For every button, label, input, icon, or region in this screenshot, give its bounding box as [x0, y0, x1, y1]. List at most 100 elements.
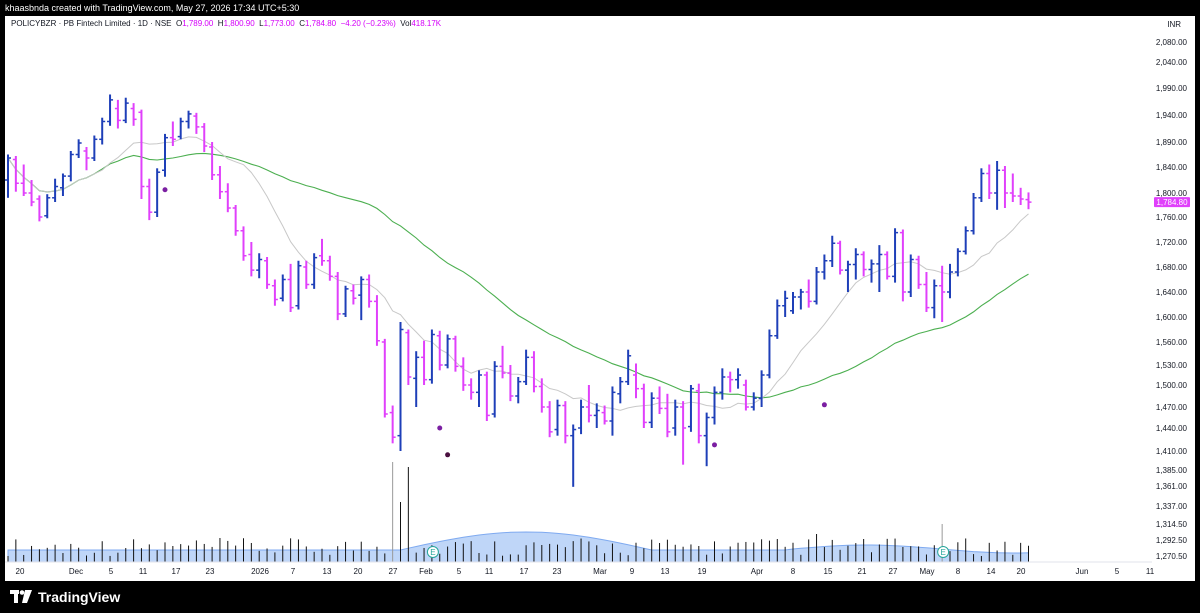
ohlc-bar: [954, 248, 961, 277]
x-tick-label: 13: [323, 567, 332, 576]
tradingview-logo-icon: [10, 590, 32, 606]
ohlc-bar: [264, 257, 271, 289]
x-tick-label: 13: [661, 567, 670, 576]
ohlc-bar: [311, 253, 318, 289]
ohlc-bar: [468, 378, 475, 400]
ohlc-bar: [185, 110, 192, 129]
ohlc-bar: [28, 180, 35, 207]
ohlc-bar: [295, 260, 302, 310]
y-tick-label: 1,720.00: [1156, 238, 1188, 247]
ohlc-bar: [640, 383, 647, 428]
tradingview-brand[interactable]: TradingView: [10, 589, 120, 606]
y-tick-label: 1,292.50: [1156, 536, 1188, 545]
open-value: 1,789.00: [182, 19, 214, 28]
x-tick-label: May: [919, 567, 934, 576]
y-tick-label: 1,440.00: [1156, 424, 1188, 433]
y-tick-label: 1,560.00: [1156, 338, 1188, 347]
ohlc-bar: [766, 329, 773, 379]
x-tick-label: 21: [858, 567, 867, 576]
ohlc-bar: [656, 386, 663, 414]
ohlc-bar: [460, 357, 467, 391]
ohlc-bar: [114, 99, 121, 129]
ohlc-bar: [334, 272, 341, 321]
symbol-name: POLICYBZR · PB Fintech Limited · 1D · NS…: [11, 19, 172, 28]
ohlc-bar: [476, 370, 482, 407]
ohlc-bar: [735, 368, 742, 389]
earnings-marker-label: E: [940, 548, 945, 557]
ohlc-bar: [939, 265, 946, 322]
y-tick-label: 1,760.00: [1156, 213, 1188, 222]
ohlc-bar: [342, 285, 349, 317]
low-label: L: [259, 19, 264, 28]
volume-label: Vol: [400, 19, 412, 28]
ohlc-bar: [1001, 166, 1008, 208]
brand-name: TradingView: [38, 589, 121, 605]
x-tick-label: 17: [172, 567, 181, 576]
chart-panel[interactable]: E E 2,080.00 2,040.00 1,990.00 1,940.00 1,890.…: [5, 16, 1195, 581]
ohlc-bar: [59, 173, 66, 196]
ohlc-bar: [91, 135, 98, 161]
y-tick-label: 1,990.00: [1156, 84, 1188, 93]
ohlc-bar: [83, 147, 90, 171]
x-tick-label: 15: [824, 567, 833, 576]
ohlc-bar: [232, 205, 239, 236]
earnings-marker: E: [426, 546, 439, 558]
ohlc-bar: [844, 260, 851, 292]
attribution-bar: khaasbnda created with TradingView.com, …: [0, 0, 1200, 16]
ohlc-bar: [680, 401, 687, 465]
ohlc-bar: [240, 226, 247, 261]
ohlc-bar: [499, 345, 506, 379]
price-chart[interactable]: E E 2,080.00 2,040.00 1,990.00 1,940.00 1,890.…: [5, 16, 1195, 581]
x-tick-label: 5: [457, 567, 462, 576]
ohlc-bar: [892, 228, 899, 283]
ohlc-bar: [138, 109, 145, 199]
x-tick-label: 20: [354, 567, 363, 576]
ohlc-bar: [397, 322, 404, 451]
signal-dot: [162, 187, 168, 193]
ohlc-bar: [727, 371, 734, 393]
ohlc-bar: [1017, 187, 1024, 205]
ohlc-bar: [12, 156, 19, 192]
ohlc-bar: [381, 338, 388, 418]
ohlc-bar: [107, 94, 114, 126]
ohlc-bar: [1009, 173, 1016, 202]
ohlc-bar: [515, 377, 522, 404]
ohlc-bar: [860, 251, 867, 277]
ohlc-bar: [256, 253, 263, 279]
x-tick-label: 19: [698, 567, 707, 576]
currency-label[interactable]: INR: [1167, 20, 1181, 29]
ohlc-bar: [421, 340, 428, 385]
signal-dot: [437, 425, 443, 431]
x-tick-label: 9: [630, 567, 635, 576]
ohlc-bar: [177, 117, 184, 140]
y-tick-label: 1,680.00: [1156, 263, 1188, 272]
ohlc-bar: [36, 195, 43, 222]
ohlc-bar: [554, 399, 561, 436]
ohlc-bar: [224, 183, 231, 213]
ohlc-bar: [201, 123, 208, 152]
ohlc-bar: [44, 194, 51, 219]
ohlc-bar: [491, 361, 498, 418]
ohlc-bar: [931, 279, 938, 319]
x-tick-label: 20: [1017, 567, 1026, 576]
y-tick-label: 1,361.00: [1156, 482, 1188, 491]
ohlc-bar: [585, 385, 592, 423]
x-tick-label: Apr: [751, 567, 764, 576]
ohlc-bar: [907, 254, 914, 297]
ohlc-bar: [99, 117, 106, 145]
ohlc-bar: [405, 329, 412, 385]
ohlc-bar: [805, 279, 812, 308]
ohlc-bar: [122, 97, 129, 124]
ohlc-bar: [609, 386, 616, 436]
ohlc-bar: [570, 424, 577, 487]
ohlc-bar: [813, 267, 820, 305]
ohlc-bar: [617, 377, 624, 404]
signal-dot: [821, 402, 827, 408]
volume-area: [7, 531, 1029, 563]
ohlc-bar: [750, 392, 757, 411]
ma-slow-line: [7, 152, 1029, 399]
ohlc-bar: [389, 405, 396, 444]
y-tick-label: 1,600.00: [1156, 313, 1188, 322]
x-tick-label: 27: [389, 567, 398, 576]
y-tick-label: 2,040.00: [1156, 58, 1188, 67]
